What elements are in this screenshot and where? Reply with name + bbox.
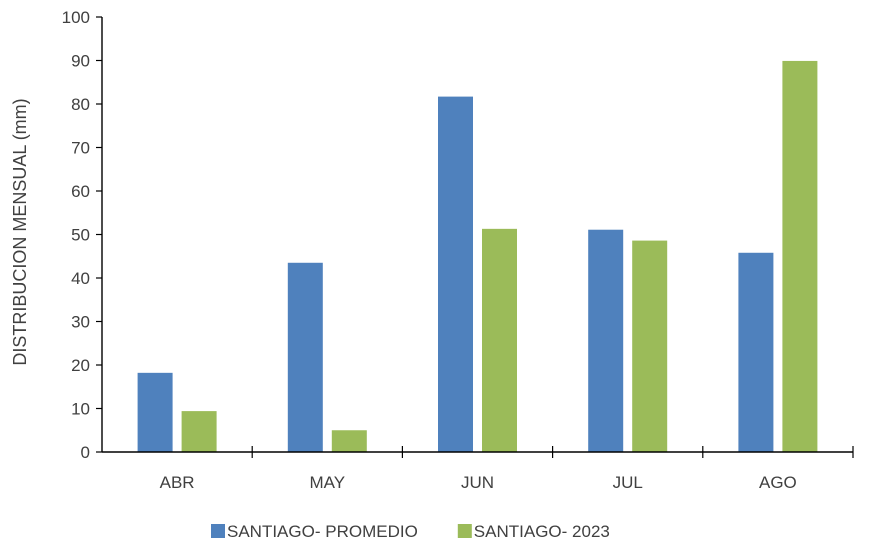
bar-abr-series-2 <box>181 411 217 452</box>
y-tick-label: 60 <box>71 182 90 201</box>
y-axis-ticks: 0 10 20 30 40 50 60 70 80 90 100 <box>62 8 102 462</box>
bar-may-series-2 <box>331 430 367 452</box>
y-tick-label: 20 <box>71 356 90 375</box>
x-tick-label: JUL <box>613 473 643 492</box>
bar-jun-series-2 <box>482 228 517 452</box>
x-tick-label: MAY <box>310 473 346 492</box>
legend-label-series-1: SANTIAGO- PROMEDIO <box>227 522 418 541</box>
bar-jun-series-1 <box>438 96 473 452</box>
y-tick-label: 80 <box>71 95 90 114</box>
y-tick-label: 30 <box>71 313 90 332</box>
y-tick-label: 40 <box>71 269 90 288</box>
bar-ago-series-2 <box>782 60 818 453</box>
x-tick-label: JUN <box>461 473 494 492</box>
bar-abr-series-1 <box>137 372 173 452</box>
bar-may-series-1 <box>287 262 323 452</box>
bar-jul-series-1 <box>588 229 624 452</box>
x-axis-labels: ABR MAY JUN JUL AGO <box>160 473 797 492</box>
legend-swatch-series-2 <box>457 524 472 538</box>
bars-group <box>137 60 818 453</box>
y-tick-label: 90 <box>71 52 90 71</box>
axes-group <box>101 17 854 458</box>
y-tick-label: 70 <box>71 139 90 158</box>
bar-jul-series-2 <box>632 240 668 452</box>
y-tick-label: 100 <box>62 8 90 27</box>
x-tick-label: ABR <box>160 473 195 492</box>
legend-label-series-2: SANTIAGO- 2023 <box>474 522 610 541</box>
y-axis-title: DISTRIBUCION MENSUAL (mm) <box>10 98 30 365</box>
bar-ago-series-1 <box>738 252 774 452</box>
x-tick-label: AGO <box>759 473 797 492</box>
y-tick-label: 10 <box>71 400 90 419</box>
legend-swatch-series-1 <box>211 524 225 538</box>
y-tick-label: 0 <box>81 443 90 462</box>
legend: SANTIAGO- PROMEDIO SANTIAGO- 2023 <box>211 522 610 541</box>
y-tick-label: 50 <box>71 226 90 245</box>
